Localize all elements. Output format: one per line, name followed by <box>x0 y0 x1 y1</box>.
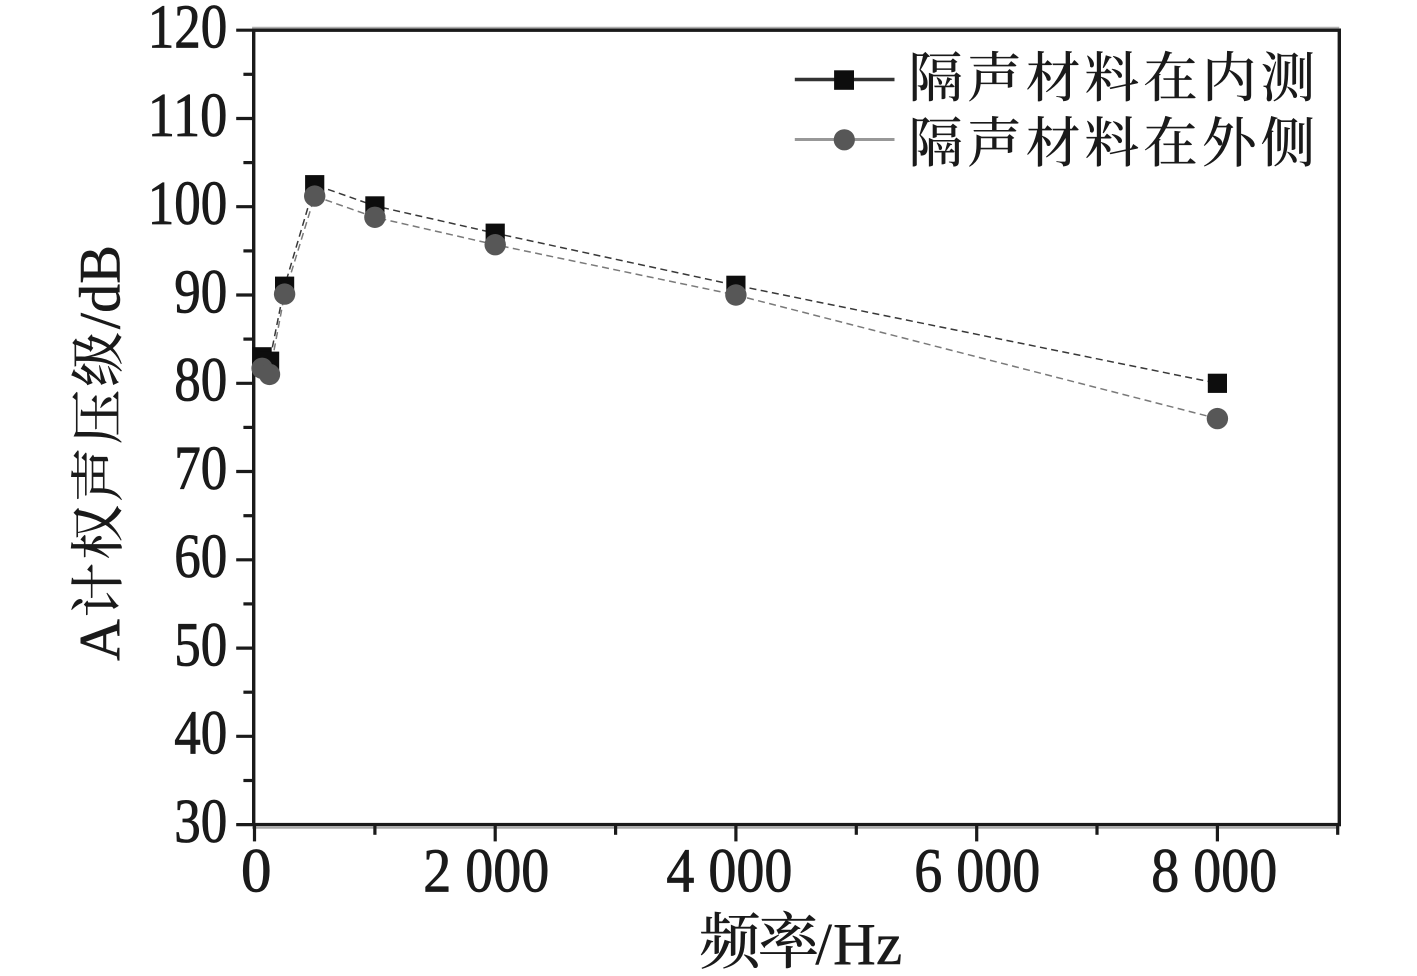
svg-text:70: 70 <box>174 435 227 503</box>
svg-text:0: 0 <box>241 838 272 906</box>
svg-text:40: 40 <box>174 700 227 768</box>
svg-text:6 000: 6 000 <box>914 838 1040 906</box>
svg-text:110: 110 <box>148 82 228 150</box>
svg-text:120: 120 <box>148 0 228 62</box>
svg-text:90: 90 <box>174 258 227 326</box>
svg-text:2 000: 2 000 <box>423 838 549 906</box>
svg-text:30: 30 <box>174 788 227 856</box>
svg-text:H: H <box>833 911 876 976</box>
svg-text:100: 100 <box>148 170 228 238</box>
svg-text:A: A <box>68 619 133 661</box>
svg-text:/: / <box>816 911 833 976</box>
svg-text:60: 60 <box>174 523 227 591</box>
svg-text:/dB: /dB <box>68 245 133 329</box>
svg-text:8 000: 8 000 <box>1151 838 1277 906</box>
svg-text:4 000: 4 000 <box>666 838 792 906</box>
svg-text:50: 50 <box>174 611 227 679</box>
svg-text:z: z <box>876 911 902 976</box>
svg-text:80: 80 <box>174 347 227 415</box>
